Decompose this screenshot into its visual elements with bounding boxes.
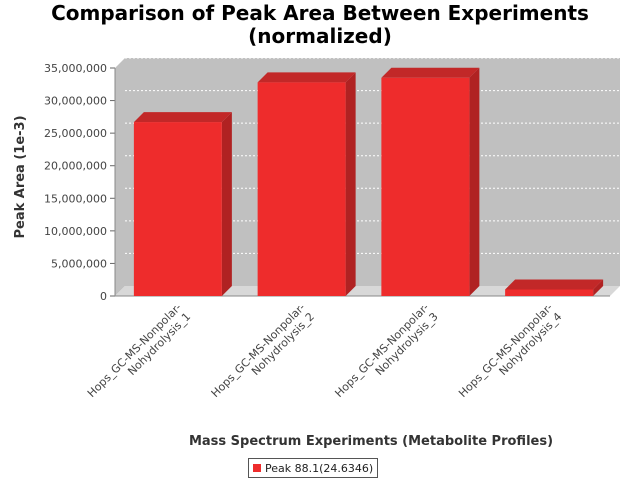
x-tick-label-line: Hops_GC-MS-Nonpolar- [332,301,431,400]
bar [505,289,594,296]
chart-title: Comparison of Peak Area Between Experime… [0,2,640,48]
bar-side [345,72,356,297]
y-tick-label: 5,000,000 [51,257,107,270]
x-tick-label: Hops_GC-MS-Nonpolar-Nohydrolysis_1 [85,301,193,409]
bar-top [505,279,604,290]
x-tick-label-line: Hops_GC-MS-Nonpolar- [85,301,184,400]
chart-title-line-2: (normalized) [248,24,392,48]
x-tick-label-line: Hops_GC-MS-Nonpolar- [456,301,555,400]
x-tick-label: Hops_GC-MS-Nonpolar-Nohydrolysis_3 [332,301,440,409]
bar-top [257,72,356,83]
chart-title-line-1: Comparison of Peak Area Between Experime… [51,1,589,25]
y-tick-label: 35,000,000 [44,62,107,75]
plot-floor [115,286,620,296]
y-tick-label: 30,000,000 [44,95,107,108]
bar [257,82,346,297]
bar-side [221,112,232,296]
bar-top [133,112,232,123]
plot-background [115,58,620,296]
y-tick-label: 25,000,000 [44,127,107,140]
bar [133,122,222,296]
bar-side [593,279,604,296]
legend: Peak 88.1(24.6346) [248,458,379,478]
y-tick-label: 15,000,000 [44,192,107,205]
legend-label: Peak 88.1(24.6346) [265,461,374,475]
x-tick-label: Hops_GC-MS-Nonpolar-Nohydrolysis_2 [209,301,317,409]
x-axis-title: Mass Spectrum Experiments (Metabolite Pr… [189,434,553,449]
legend-swatch [253,464,261,472]
bar [381,77,470,297]
y-tick-label: 10,000,000 [44,225,107,238]
y-tick-label: 0 [100,290,107,303]
x-tick-label: Hops_GC-MS-Nonpolar-Nohydrolysis_4 [456,301,564,409]
x-tick-label-line: Hops_GC-MS-Nonpolar- [209,301,308,400]
y-axis-title: Peak Area (1e-3) [13,115,28,238]
bar-side [469,67,480,297]
y-tick-label: 20,000,000 [44,160,107,173]
bar-top [381,67,480,78]
